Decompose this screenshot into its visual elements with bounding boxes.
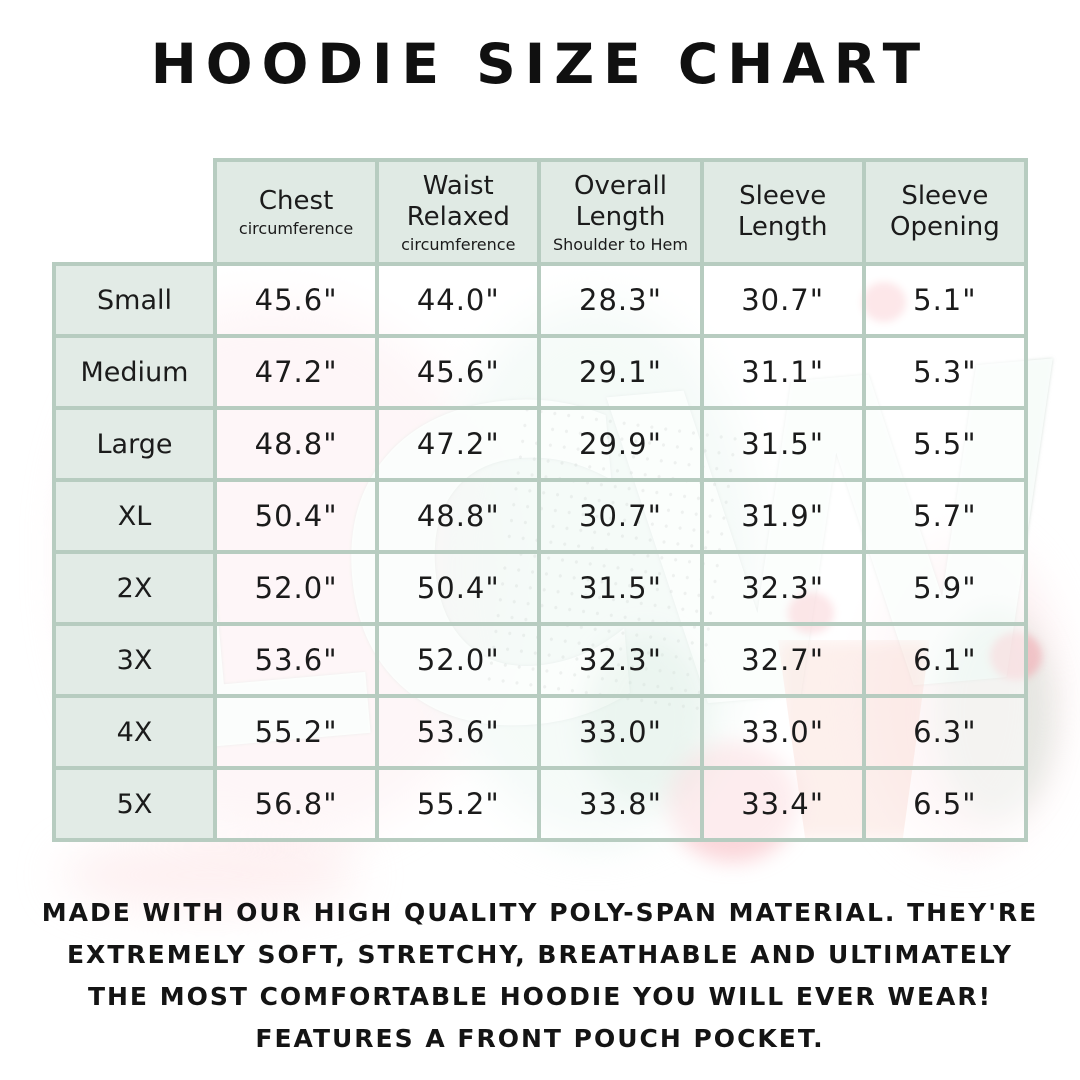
column-header-label: Waist Relaxed: [406, 170, 510, 232]
value-cell: 29.9": [537, 406, 704, 482]
column-header-sublabel: circumference: [401, 234, 516, 254]
column-header-chest: Chest circumference: [212, 158, 380, 266]
value-cell: 28.3": [537, 262, 704, 338]
value-cell: 50.4": [212, 478, 380, 554]
column-header-overall-length: Overall Length Shoulder to Hem: [537, 158, 704, 266]
value-cell: 47.2": [212, 334, 380, 410]
value-cell: 44.0": [375, 262, 542, 338]
value-cell: 31.1": [699, 334, 866, 410]
table-row-xl: XL 50.4" 48.8" 30.7" 31.9" 5.7": [52, 478, 1029, 554]
table-row-3x: 3X 53.6" 52.0" 32.3" 32.7" 6.1": [52, 622, 1029, 698]
value-cell: 31.9": [699, 478, 866, 554]
page-title: HOODIE SIZE CHART: [150, 32, 930, 96]
table-row-small: Small 45.6" 44.0" 28.3" 30.7" 5.1": [52, 262, 1029, 338]
column-header-sleeve-length: Sleeve Length: [699, 158, 866, 266]
value-cell: 30.7": [699, 262, 866, 338]
column-header-label: Overall Length: [574, 170, 667, 232]
size-label: XL: [52, 478, 217, 554]
value-cell: 6.1": [861, 622, 1029, 698]
size-chart-table: Chest circumference Waist Relaxed circum…: [52, 158, 1029, 842]
value-cell: 5.3": [861, 334, 1029, 410]
column-header-sublabel: circumference: [238, 219, 354, 238]
value-cell: 55.2": [375, 766, 542, 842]
value-cell: 48.8": [375, 478, 542, 554]
value-cell: 33.0": [537, 694, 704, 770]
value-cell: 31.5": [699, 406, 866, 482]
value-cell: 45.6": [212, 262, 380, 338]
value-cell: 50.4": [375, 550, 542, 626]
column-header-sleeve-opening: Sleeve Opening: [861, 158, 1029, 266]
table-row-medium: Medium 47.2" 45.6" 29.1" 31.1" 5.3": [52, 334, 1029, 410]
size-label: Large: [52, 406, 217, 482]
description-line: EXTREMELY SOFT, STRETCHY, BREATHABLE AND…: [66, 940, 1014, 969]
value-cell: 29.1": [537, 334, 704, 410]
description-line: THE MOST COMFORTABLE HOODIE YOU WILL EVE…: [87, 982, 993, 1011]
column-header-label: Chest: [258, 186, 334, 216]
value-cell: 6.3": [861, 694, 1029, 770]
header-row: Chest circumference Waist Relaxed circum…: [54, 158, 1029, 266]
size-label: 3X: [52, 622, 217, 698]
column-header-sublabel: Shoulder to Hem: [552, 234, 688, 254]
value-cell: 5.7": [861, 478, 1029, 554]
column-header-label: Sleeve Length: [737, 181, 828, 242]
value-cell: 52.0": [375, 622, 542, 698]
size-label: 5X: [52, 766, 217, 842]
table-row-5x: 5X 56.8" 55.2" 33.8" 33.4" 6.5": [52, 766, 1029, 842]
value-cell: 32.7": [699, 622, 866, 698]
value-cell: 45.6": [375, 334, 542, 410]
value-cell: 33.4": [699, 766, 866, 842]
value-cell: 33.8": [537, 766, 704, 842]
value-cell: 5.1": [861, 262, 1029, 338]
value-cell: 48.8": [212, 406, 380, 482]
size-label: 4X: [52, 694, 217, 770]
table-row-large: Large 48.8" 47.2" 29.9" 31.5" 5.5": [52, 406, 1029, 482]
value-cell: 55.2": [212, 694, 380, 770]
value-cell: 53.6": [212, 622, 380, 698]
value-cell: 32.3": [537, 622, 704, 698]
size-label: 2X: [52, 550, 217, 626]
description-text: MADE WITH OUR HIGH QUALITY POLY-SPAN MAT…: [0, 892, 1080, 1060]
value-cell: 5.9": [861, 550, 1029, 626]
value-cell: 32.3": [699, 550, 866, 626]
value-cell: 53.6": [375, 694, 542, 770]
value-cell: 33.0": [699, 694, 866, 770]
size-label: Small: [52, 262, 217, 338]
value-cell: 6.5": [861, 766, 1029, 842]
column-header-waist: Waist Relaxed circumference: [375, 158, 542, 266]
value-cell: 56.8": [212, 766, 380, 842]
value-cell: 47.2": [375, 406, 542, 482]
value-cell: 31.5": [537, 550, 704, 626]
value-cell: 5.5": [861, 406, 1029, 482]
size-label: Medium: [52, 334, 217, 410]
table-row-2x: 2X 52.0" 50.4" 31.5" 32.3" 5.9": [52, 550, 1029, 626]
value-cell: 52.0": [212, 550, 380, 626]
column-header-label: Sleeve Opening: [890, 181, 1000, 242]
description-line: MADE WITH OUR HIGH QUALITY POLY-SPAN MAT…: [41, 898, 1039, 927]
table-row-4x: 4X 55.2" 53.6" 33.0" 33.0" 6.3": [52, 694, 1029, 770]
value-cell: 30.7": [537, 478, 704, 554]
table-corner-cell: [54, 160, 215, 264]
description-line: FEATURES A FRONT POUCH POCKET.: [255, 1024, 825, 1053]
